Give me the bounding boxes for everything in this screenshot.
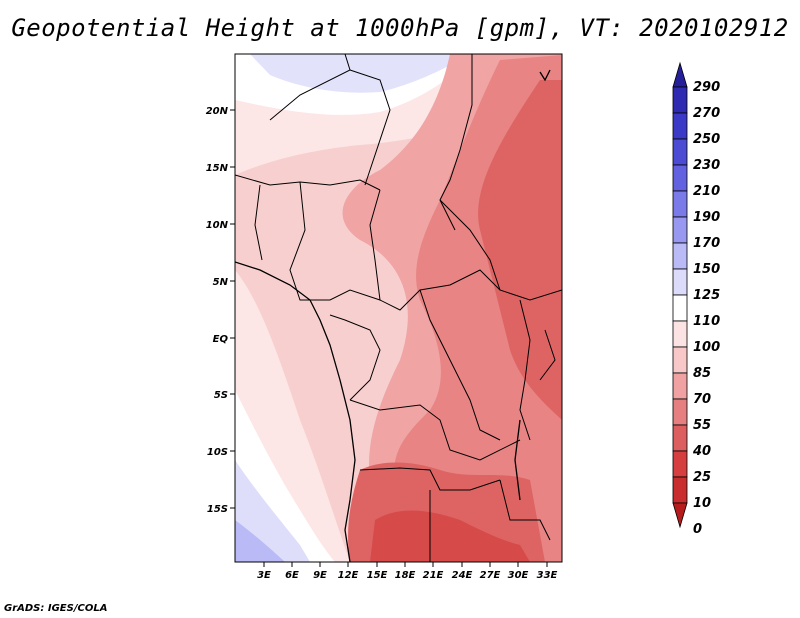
colorbar-segment (672, 164, 688, 192)
coastlines (235, 69, 551, 562)
height-band-150-west (235, 520, 285, 562)
lon-tick-6e: 6E (285, 570, 299, 581)
colorbar-segment (672, 138, 688, 166)
colorbar-label: 25 (693, 470, 711, 485)
colorbar-label: 170 (693, 236, 720, 251)
colorbar-label: 230 (693, 158, 720, 173)
colorbar-segment (672, 216, 688, 244)
colorbar: 2902702502302101901701501251101008570554… (672, 61, 720, 537)
colorbar-label: 10 (693, 496, 711, 511)
colorbar-label: 85 (693, 366, 711, 381)
colorbar-label: 290 (693, 80, 720, 95)
country-boundaries (235, 54, 562, 562)
colorbar-segment (672, 242, 688, 270)
colorbar-segment (672, 190, 688, 218)
colorbar-segment (672, 346, 688, 374)
lon-tick-33e: 33E (537, 570, 558, 581)
height-band-25 (370, 510, 530, 562)
lon-tick-18e: 18E (395, 570, 416, 581)
colorbar-label: 150 (693, 262, 720, 277)
lon-tick-9e: 9E (313, 570, 327, 581)
colorbar-segment (672, 450, 688, 478)
lat-tick-10s: 10S (207, 447, 228, 458)
lat-tick-5s: 5S (214, 390, 228, 401)
colorbar-segment (672, 398, 688, 426)
lon-tick-27e: 27E (480, 570, 501, 581)
lon-tick-24e: 24E (452, 570, 473, 581)
colorbar-label: 100 (693, 340, 720, 355)
colorbar-label: 70 (693, 392, 711, 407)
colorbar-arrow-top (672, 61, 688, 88)
colorbar-label: 55 (693, 418, 711, 433)
map-frame (234, 53, 563, 563)
colorbar-segment (672, 86, 688, 114)
colorbar-label: 40 (692, 444, 711, 459)
colorbar-label: 125 (693, 288, 720, 303)
lat-tick-20n: 20N (206, 106, 229, 117)
colorbar-segment (672, 476, 688, 504)
colorbar-label: 210 (693, 184, 720, 199)
colorbar-segment (672, 320, 688, 348)
lon-tick-12e: 12E (338, 570, 359, 581)
latitude-axis: 20N 15N 10N 5N EQ 5S 10S 15S (206, 106, 235, 515)
lon-tick-3e: 3E (257, 570, 271, 581)
lon-tick-30e: 30E (508, 570, 529, 581)
lat-tick-15n: 15N (206, 163, 229, 174)
lat-tick-eq: EQ (213, 334, 229, 345)
colorbar-arrow-bottom (672, 502, 688, 529)
height-band-40-east (478, 80, 562, 420)
colorbar-label: 0 (693, 522, 702, 537)
colorbar-label: 270 (693, 106, 720, 121)
map-field (235, 54, 562, 562)
colorbar-segment (672, 112, 688, 140)
lat-tick-10n: 10N (206, 220, 229, 231)
colorbar-segment (672, 294, 688, 322)
colorbar-segment (672, 372, 688, 400)
lon-tick-15e: 15E (367, 570, 388, 581)
colorbar-label: 110 (693, 314, 720, 329)
chart-title: Geopotential Height at 1000hPa [gpm], VT… (11, 14, 789, 42)
lon-tick-21e: 21E (423, 570, 444, 581)
longitude-axis: 3E 6E 9E 12E 15E 18E 21E 24E 27E 30E 33E (257, 562, 558, 581)
footer-credit: GrADS: IGES/COLA (4, 603, 108, 614)
colorbar-label: 250 (693, 132, 720, 147)
colorbar-label: 190 (693, 210, 720, 225)
lat-tick-15s: 15S (207, 504, 228, 515)
colorbar-segment (672, 268, 688, 296)
colorbar-segment (672, 424, 688, 452)
lat-tick-5n: 5N (213, 277, 229, 288)
